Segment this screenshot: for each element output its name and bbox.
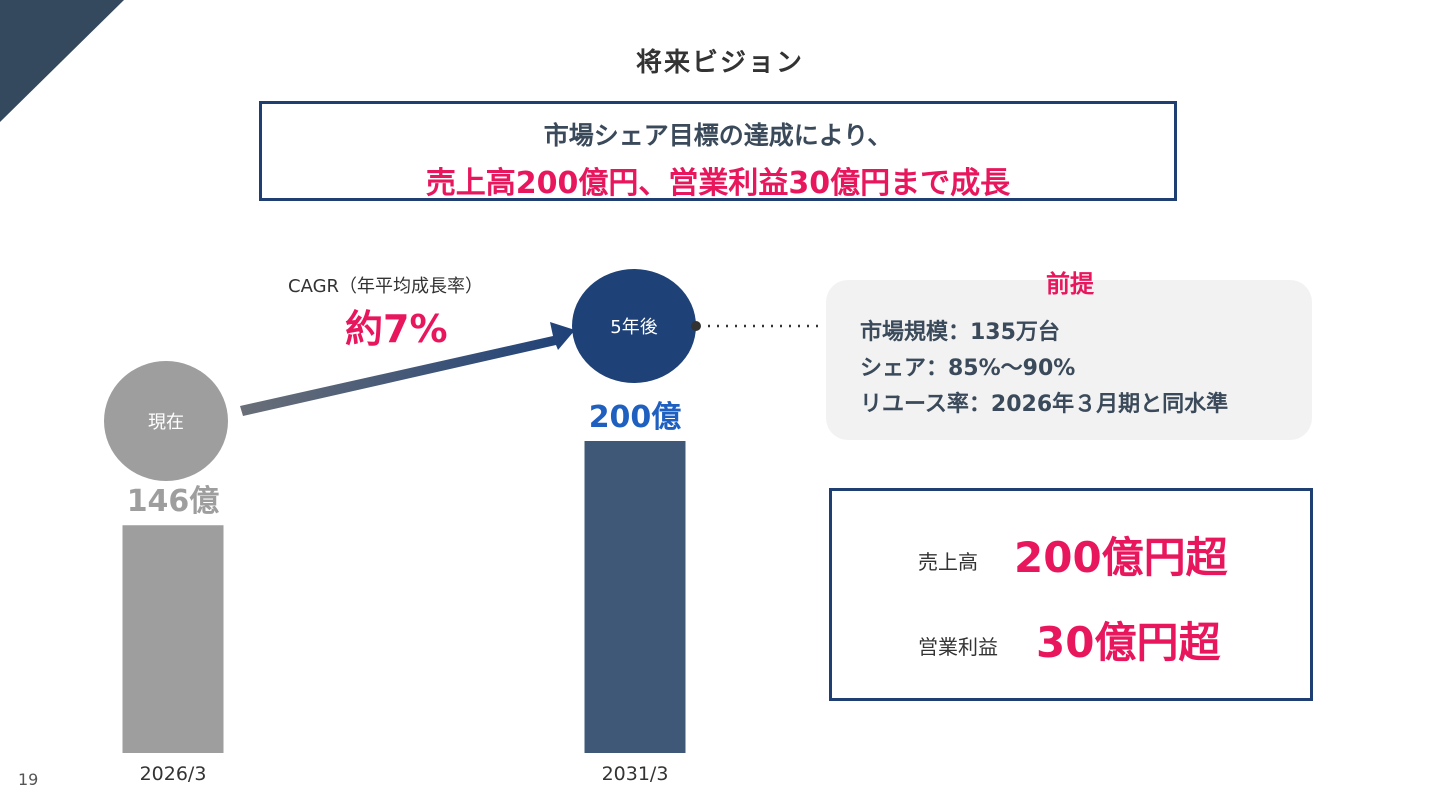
x-tick-label: 2026/3 [140, 763, 207, 785]
bar-value-label: 200億 [589, 400, 682, 435]
sales-target-label: 売上高 [918, 550, 978, 574]
profit-target-label: 営業利益 [918, 635, 998, 659]
corner-decoration [0, 0, 124, 122]
cagr-label: CAGR（年平均成長率） [288, 276, 484, 297]
now-label: 現在 [148, 412, 184, 433]
targets-box: 売上高 200億円超 営業利益 30億円超 [829, 488, 1313, 701]
future-circle: 5年後 [572, 269, 696, 383]
x-tick-label: 2031/3 [602, 763, 669, 785]
premise-box: 市場規模：135万台 シェア：85%〜90% リユース率：2026年３月期と同水… [826, 280, 1312, 440]
connector-dotted-line [691, 321, 825, 331]
page-number: 19 [18, 770, 39, 789]
future-label: 5年後 [610, 317, 658, 338]
cagr-value: 約7% [345, 307, 448, 351]
profit-target-value: 30億円超 [1036, 618, 1221, 667]
headline-line-2: 売上高200億円、営業利益30億円まで成長 [425, 166, 1011, 201]
premise-title: 前提 [1046, 270, 1094, 298]
headline-box: 市場シェア目標の達成により、 売上高200億円、営業利益30億円まで成長 [259, 101, 1177, 201]
now-circle: 現在 [104, 361, 228, 481]
premise-item-market-size: 市場規模：135万台 [860, 320, 1060, 345]
premise-item-reuse-rate: リユース率：2026年３月期と同水準 [860, 392, 1229, 417]
sales-target-value: 200億円超 [1014, 533, 1228, 582]
bar-2026-3 [122, 525, 224, 753]
headline-line-1: 市場シェア目標の達成により、 [543, 121, 893, 150]
bar-2031-3 [584, 441, 686, 753]
premise-item-share: シェア：85%〜90% [860, 356, 1076, 381]
bar-value-label: 146億 [127, 484, 220, 519]
page-title: 将来ビジョン [635, 48, 804, 78]
growth-arrow [240, 322, 575, 416]
